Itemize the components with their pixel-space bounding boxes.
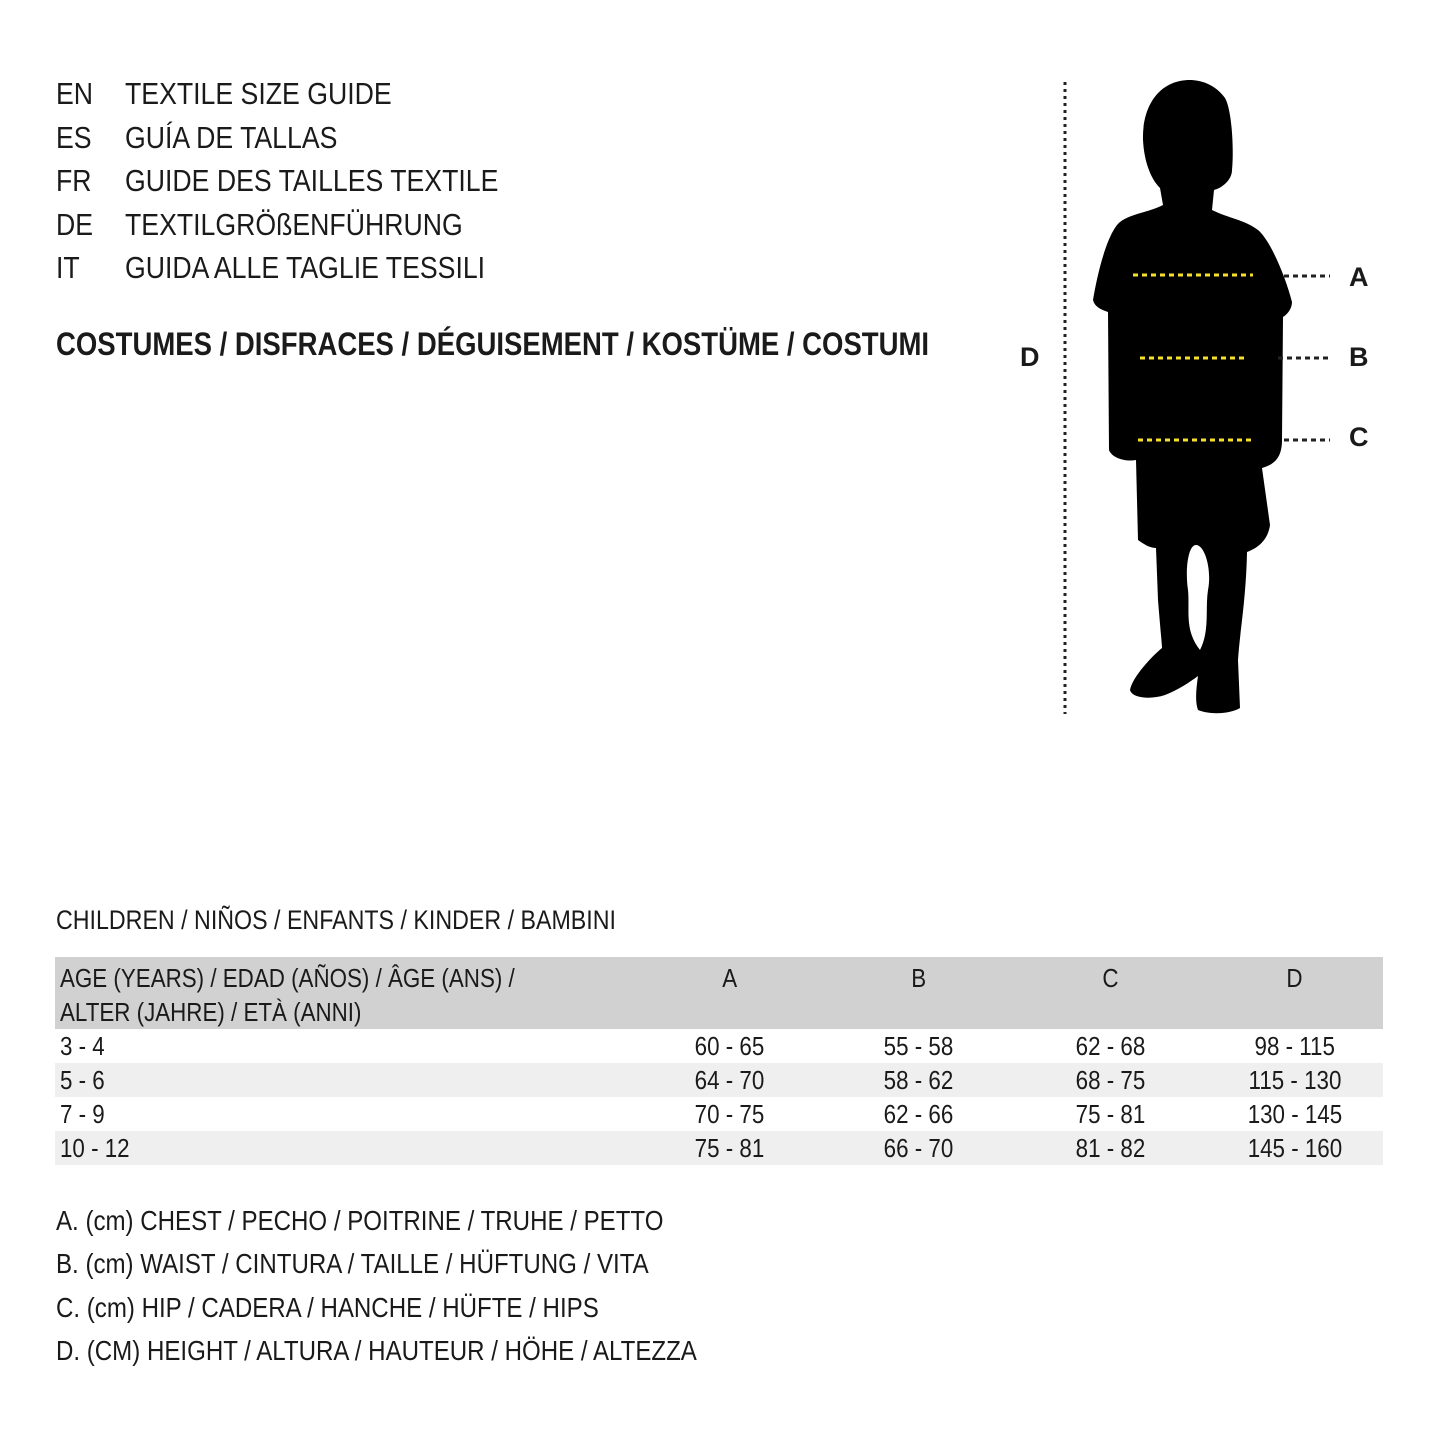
table-row: 10 - 12 75 - 81 66 - 70 81 - 82 145 - 160 xyxy=(55,1131,1383,1165)
measure-cell: 115 - 130 xyxy=(1248,1064,1342,1095)
category-heading: COSTUMES / DISFRACES / DÉGUISEMENT / KOS… xyxy=(56,326,1071,363)
label-a: A xyxy=(1349,262,1369,292)
section-heading: CHILDREN / NIÑOS / ENFANTS / KINDER / BA… xyxy=(56,905,707,936)
measure-cell: 68 - 75 xyxy=(1075,1064,1146,1095)
title-text: TEXTILGRÖßENFÜHRUNG xyxy=(125,206,463,242)
lang-code: ES xyxy=(56,119,92,155)
table-header: AGE (YEARS) / EDAD (AÑOS) / ÂGE (ANS) / A… xyxy=(55,957,1383,1029)
title-text: GUÍA DE TALLAS xyxy=(125,119,338,155)
measure-cell: 70 - 75 xyxy=(694,1098,765,1129)
leg-gap xyxy=(1186,545,1210,650)
measure-cell: 62 - 68 xyxy=(1075,1030,1146,1061)
col-d-header: D xyxy=(1286,963,1303,993)
legend-b: B. (cm) WAIST / CINTURA / TAILLE / HÜFTU… xyxy=(56,1248,649,1280)
measure-lines xyxy=(1133,273,1255,442)
age-header-line2: ALTER (JAHRE) / ETÀ (ANNI) xyxy=(60,997,362,1027)
measure-cell: 98 - 115 xyxy=(1254,1030,1336,1061)
col-b-header: B xyxy=(911,963,927,993)
measure-cell: 75 - 81 xyxy=(1075,1098,1146,1129)
measure-cell: 75 - 81 xyxy=(694,1132,765,1163)
measure-cell: 81 - 82 xyxy=(1075,1132,1146,1163)
legend-a: A. (cm) CHEST / PECHO / POITRINE / TRUHE… xyxy=(56,1205,664,1236)
title-fr: FR GUIDE DES TAILLES TEXTILE xyxy=(56,163,559,207)
measure-cell: 62 - 66 xyxy=(883,1098,954,1129)
pointer-lines xyxy=(1278,274,1330,442)
age-header: AGE (YEARS) / EDAD (AÑOS) / ÂGE (ANS) / A… xyxy=(55,957,636,1029)
label-b: B xyxy=(1349,342,1369,372)
child-silhouette xyxy=(1093,80,1292,714)
measure-cell: 60 - 65 xyxy=(694,1030,765,1061)
measure-cell: 55 - 58 xyxy=(883,1030,954,1061)
title-list: EN TEXTILE SIZE GUIDE ES GUÍA DE TALLAS FR… xyxy=(56,76,559,294)
legend-c: C. (cm) HIP / CADERA / HANCHE / HÜFTE / … xyxy=(56,1291,599,1323)
measure-cell: 64 - 70 xyxy=(694,1064,765,1095)
age-cell: 7 - 9 xyxy=(60,1098,105,1129)
child-silhouette-figure xyxy=(1063,80,1330,714)
title-it: IT GUIDA ALLE TAGLIE TESSILI xyxy=(56,250,559,294)
category-text: COSTUMES / DISFRACES / DÉGUISEMENT / KOS… xyxy=(56,326,930,362)
table-row: 5 - 6 64 - 70 58 - 62 68 - 75 115 - 130 xyxy=(55,1063,1383,1097)
col-c-header: C xyxy=(1102,963,1119,993)
col-a-header: A xyxy=(721,963,737,993)
measure-cell: 66 - 70 xyxy=(883,1132,954,1163)
title-en: EN TEXTILE SIZE GUIDE xyxy=(56,76,559,120)
size-table: AGE (YEARS) / EDAD (AÑOS) / ÂGE (ANS) / A… xyxy=(55,957,1383,1165)
lang-code: FR xyxy=(56,163,92,198)
age-header-line1: AGE (YEARS) / EDAD (AÑOS) / ÂGE (ANS) / xyxy=(60,963,515,993)
label-d: D xyxy=(1020,342,1040,372)
label-c: C xyxy=(1349,422,1369,452)
age-cell: 5 - 6 xyxy=(60,1064,105,1095)
section-text: CHILDREN / NIÑOS / ENFANTS / KINDER / BA… xyxy=(56,905,616,935)
legend-d: D. (CM) HEIGHT / ALTURA / HAUTEUR / HÖHE… xyxy=(56,1334,697,1366)
title-text: TEXTILE SIZE GUIDE xyxy=(125,76,392,111)
title-es: ES GUÍA DE TALLAS xyxy=(56,120,559,164)
measure-cell: 58 - 62 xyxy=(883,1064,954,1095)
age-cell: 10 - 12 xyxy=(60,1132,130,1163)
title-text: GUIDA ALLE TAGLIE TESSILI xyxy=(125,250,486,285)
title-de: DE TEXTILGRÖßENFÜHRUNG xyxy=(56,207,559,251)
table-row: 7 - 9 70 - 75 62 - 66 75 - 81 130 - 145 xyxy=(55,1097,1383,1131)
measurement-legend: A. (cm) CHEST / PECHO / POITRINE / TRUHE… xyxy=(56,1202,801,1375)
lang-code: DE xyxy=(56,206,94,242)
measure-cell: 145 - 160 xyxy=(1247,1132,1343,1163)
table-row: 3 - 4 60 - 65 55 - 58 62 - 68 98 - 115 xyxy=(55,1029,1383,1063)
measure-cell: 130 - 145 xyxy=(1247,1098,1343,1129)
lang-code: IT xyxy=(56,250,80,285)
age-cell: 3 - 4 xyxy=(60,1030,105,1061)
lang-code: EN xyxy=(56,76,94,111)
title-text: GUIDE DES TAILLES TEXTILE xyxy=(125,163,499,198)
